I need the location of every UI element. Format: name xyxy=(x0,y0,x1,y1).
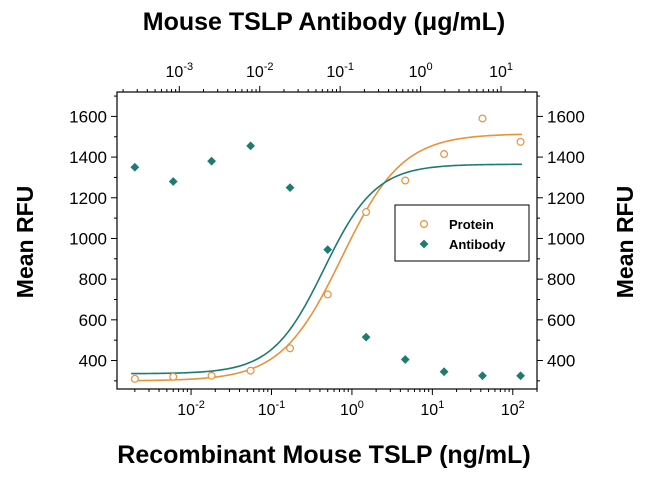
fit-curve-protein xyxy=(131,133,522,382)
x-tick-label-bottom: 102 xyxy=(501,399,525,419)
y-tick-label-right: 1600 xyxy=(547,107,585,126)
data-point-protein xyxy=(478,114,487,123)
x-tick-label-bottom: 10-1 xyxy=(258,399,286,419)
data-point-antibody xyxy=(516,371,525,381)
y-tick-label-left: 1200 xyxy=(69,189,107,208)
legend-label-protein: Protein xyxy=(449,217,494,232)
x-tick-label-bottom: 101 xyxy=(420,399,444,419)
legend: Protein Antibody xyxy=(394,204,530,262)
data-point-antibody xyxy=(361,332,371,342)
y-tick-label-left: 800 xyxy=(79,270,107,289)
data-point-protein xyxy=(169,372,178,381)
data-point-protein xyxy=(286,344,295,353)
data-point-antibody xyxy=(168,177,178,186)
x-tick-label-top: 10-3 xyxy=(166,61,194,81)
fit-curve-antibody xyxy=(131,163,522,375)
data-point-protein xyxy=(440,150,449,159)
data-point-antibody xyxy=(130,162,140,172)
data-point-antibody xyxy=(400,355,410,364)
y-tick-label-left: 1400 xyxy=(69,148,107,167)
y-tick-label-left: 400 xyxy=(79,352,107,371)
x-tick-label-top: 100 xyxy=(409,61,433,81)
legend-box xyxy=(394,204,530,262)
data-point-protein xyxy=(246,366,255,375)
data-point-protein xyxy=(516,137,525,146)
data-point-antibody xyxy=(323,245,333,255)
y-tick-label-left: 1600 xyxy=(69,107,107,126)
y-tick-label-right: 1200 xyxy=(547,189,585,208)
data-point-protein xyxy=(323,290,332,299)
y-tick-label-right: 1400 xyxy=(547,148,585,167)
x-tick-label-bottom: 100 xyxy=(340,399,364,419)
data-point-antibody xyxy=(478,371,487,381)
chart-title: Mouse TSLP Antibody (μg/mL) xyxy=(143,8,506,36)
data-point-protein xyxy=(401,176,410,185)
legend-marker-protein xyxy=(420,220,429,229)
y-tick-label-right: 400 xyxy=(547,352,575,371)
y-tick-label-left: 1000 xyxy=(69,229,107,248)
data-point-protein xyxy=(362,208,371,217)
y-axis-label-right: Mean RFU xyxy=(612,186,638,298)
x-tick-label-top: 101 xyxy=(489,61,513,81)
data-point-antibody xyxy=(439,367,449,377)
y-tick-label-right: 600 xyxy=(547,311,575,330)
data-point-antibody xyxy=(285,183,295,193)
legend-marker-antibody xyxy=(419,239,429,249)
y-axis-label-left: Mean RFU xyxy=(12,186,38,298)
y-tick-label-right: 1000 xyxy=(547,229,585,248)
data-point-antibody xyxy=(207,156,216,166)
data-point-protein xyxy=(130,374,139,383)
legend-label-antibody: Antibody xyxy=(449,237,506,252)
data-point-antibody xyxy=(246,141,256,151)
data-point-protein xyxy=(207,371,216,380)
plot-frame xyxy=(116,91,538,390)
x-tick-label-top: 10-2 xyxy=(246,61,274,81)
y-tick-label-right: 800 xyxy=(547,270,575,289)
x-tick-label-top: 10-1 xyxy=(326,61,354,81)
x-axis-label: Recombinant Mouse TSLP (ng/mL) xyxy=(117,441,530,469)
x-tick-label-bottom: 10-2 xyxy=(177,399,205,419)
y-tick-label-left: 600 xyxy=(79,311,107,330)
